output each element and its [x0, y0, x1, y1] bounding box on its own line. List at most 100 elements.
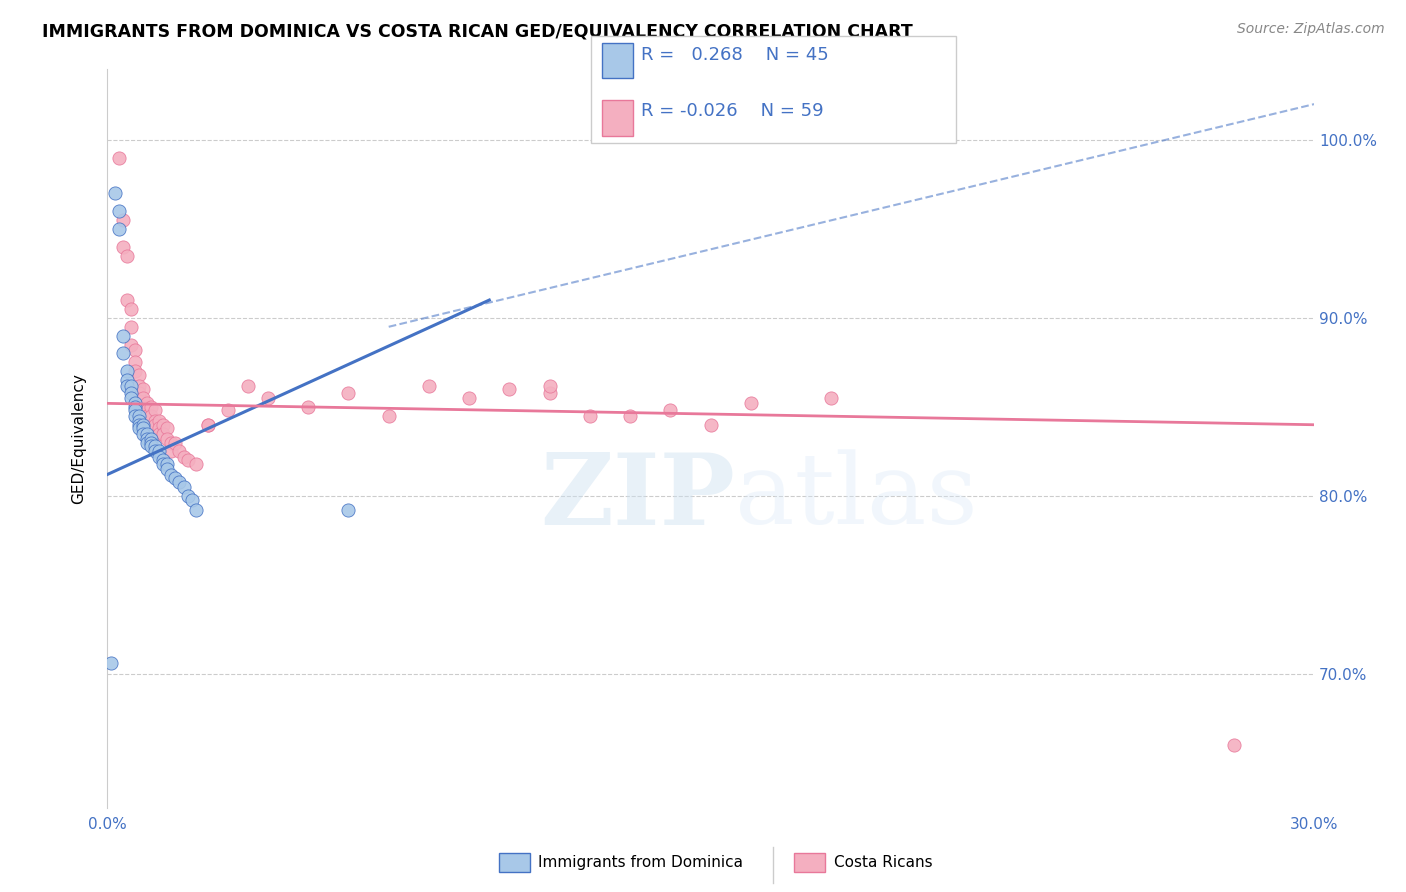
Point — [136, 403, 159, 417]
Point — [108, 222, 131, 236]
Point — [297, 400, 319, 414]
Point — [152, 426, 174, 441]
Point — [217, 403, 239, 417]
Point — [143, 444, 166, 458]
Point — [108, 151, 131, 165]
Point — [104, 186, 127, 201]
Point — [197, 417, 219, 432]
Text: R = -0.026    N = 59: R = -0.026 N = 59 — [641, 102, 824, 120]
Point — [120, 391, 142, 405]
Point — [141, 400, 163, 414]
Point — [100, 657, 122, 671]
Point — [180, 492, 202, 507]
Point — [112, 346, 135, 360]
Point — [124, 343, 146, 357]
Point — [740, 396, 762, 410]
Point — [152, 457, 174, 471]
Point — [128, 414, 150, 428]
Point — [143, 417, 166, 432]
Point — [136, 409, 159, 423]
Point — [156, 457, 179, 471]
Text: Immigrants from Dominica: Immigrants from Dominica — [538, 855, 744, 870]
Point — [148, 414, 170, 428]
Point — [160, 444, 183, 458]
Point — [108, 204, 131, 219]
Point — [184, 457, 207, 471]
Point — [160, 435, 183, 450]
Point — [120, 319, 142, 334]
Point — [141, 439, 163, 453]
Text: atlas: atlas — [735, 450, 977, 545]
Text: ZIP: ZIP — [540, 449, 735, 546]
Point — [148, 450, 170, 464]
Point — [173, 450, 195, 464]
Point — [132, 417, 155, 432]
Point — [184, 503, 207, 517]
Point — [169, 475, 191, 489]
Point — [498, 382, 520, 396]
Point — [124, 400, 146, 414]
Point — [257, 391, 280, 405]
Point — [124, 355, 146, 369]
Point — [148, 421, 170, 435]
Point — [143, 439, 166, 453]
Point — [152, 453, 174, 467]
Y-axis label: GED/Equivalency: GED/Equivalency — [72, 373, 86, 504]
Point — [156, 421, 179, 435]
Point — [173, 480, 195, 494]
Point — [337, 385, 360, 400]
Point — [165, 435, 187, 450]
Point — [128, 368, 150, 382]
Point — [1222, 739, 1244, 753]
Point — [176, 489, 198, 503]
Point — [156, 432, 179, 446]
Point — [141, 409, 163, 423]
Point — [156, 462, 179, 476]
Point — [141, 432, 163, 446]
Point — [418, 378, 440, 392]
Point — [659, 403, 682, 417]
Point — [120, 378, 142, 392]
Point — [132, 382, 155, 396]
Point — [136, 435, 159, 450]
Point — [132, 421, 155, 435]
Point — [148, 426, 170, 441]
Point — [820, 391, 842, 405]
Point — [160, 467, 183, 482]
Point — [115, 373, 138, 387]
Point — [128, 378, 150, 392]
Point — [120, 301, 142, 316]
Point — [176, 453, 198, 467]
Point — [136, 396, 159, 410]
Point — [132, 400, 155, 414]
Point — [619, 409, 641, 423]
Point — [143, 414, 166, 428]
Point — [699, 417, 721, 432]
Point — [112, 239, 135, 253]
Point — [120, 385, 142, 400]
Point — [120, 337, 142, 351]
Point — [538, 378, 561, 392]
Point — [124, 403, 146, 417]
Point — [579, 409, 602, 423]
Point — [128, 409, 150, 423]
Point — [112, 328, 135, 343]
Point — [124, 396, 146, 410]
Point — [112, 213, 135, 227]
Point — [124, 364, 146, 378]
Point — [538, 385, 561, 400]
Text: Source: ZipAtlas.com: Source: ZipAtlas.com — [1237, 22, 1385, 37]
Point — [337, 503, 360, 517]
Point — [152, 417, 174, 432]
Point — [115, 248, 138, 262]
Point — [132, 426, 155, 441]
Point — [136, 426, 159, 441]
Point — [115, 378, 138, 392]
Point — [377, 409, 399, 423]
Point — [165, 471, 187, 485]
Point — [169, 444, 191, 458]
Point — [128, 417, 150, 432]
Point — [115, 364, 138, 378]
Text: IMMIGRANTS FROM DOMINICA VS COSTA RICAN GED/EQUIVALENCY CORRELATION CHART: IMMIGRANTS FROM DOMINICA VS COSTA RICAN … — [42, 22, 912, 40]
Point — [124, 409, 146, 423]
